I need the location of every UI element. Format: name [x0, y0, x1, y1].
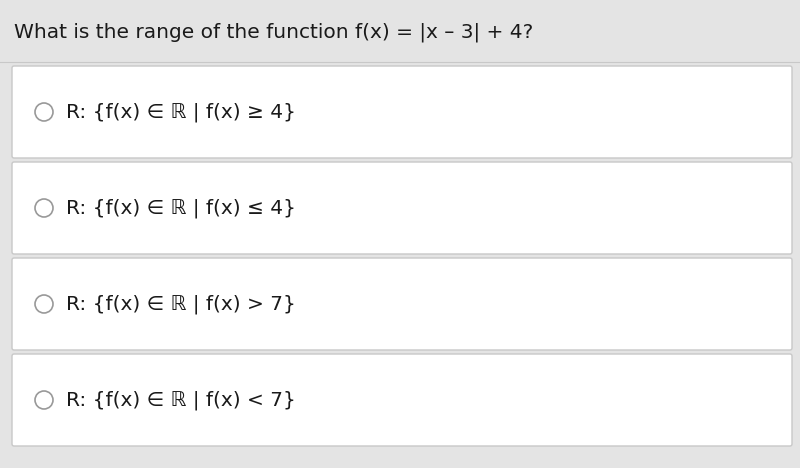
FancyBboxPatch shape: [12, 66, 792, 158]
Text: R: {f(x) ∈ ℝ | f(x) > 7}: R: {f(x) ∈ ℝ | f(x) > 7}: [66, 294, 296, 314]
Circle shape: [35, 199, 53, 217]
Circle shape: [35, 295, 53, 313]
FancyBboxPatch shape: [12, 354, 792, 446]
Text: R: {f(x) ∈ ℝ | f(x) ≥ 4}: R: {f(x) ∈ ℝ | f(x) ≥ 4}: [66, 102, 296, 122]
Circle shape: [35, 103, 53, 121]
FancyBboxPatch shape: [12, 162, 792, 254]
FancyBboxPatch shape: [12, 258, 792, 350]
Text: R: {f(x) ∈ ℝ | f(x) ≤ 4}: R: {f(x) ∈ ℝ | f(x) ≤ 4}: [66, 198, 296, 218]
Text: R: {f(x) ∈ ℝ | f(x) < 7}: R: {f(x) ∈ ℝ | f(x) < 7}: [66, 390, 296, 410]
Circle shape: [35, 391, 53, 409]
Text: What is the range of the function f(x) = |x – 3| + 4?: What is the range of the function f(x) =…: [14, 22, 534, 42]
